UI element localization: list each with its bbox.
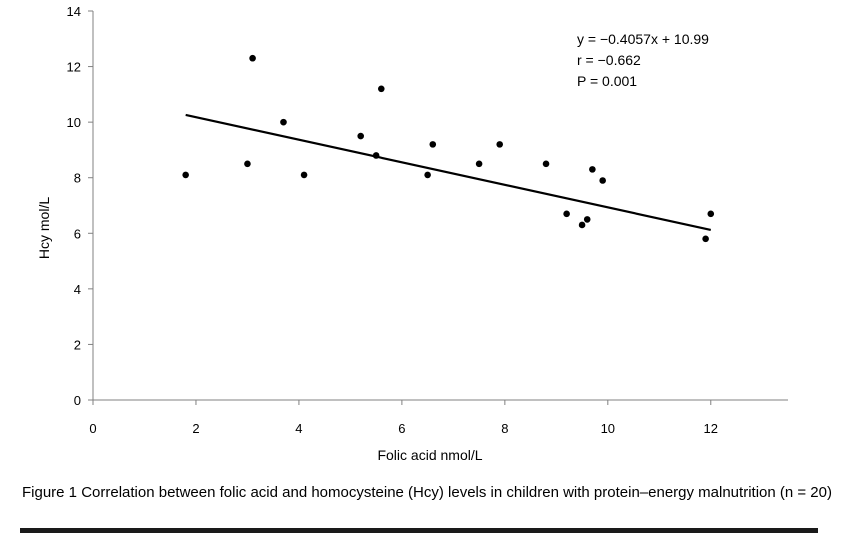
x-axis-label: Folic acid nmol/L — [377, 447, 482, 463]
data-point — [182, 171, 189, 179]
x-tick-label: 6 — [398, 421, 405, 436]
y-axis-label: Hcy mol/L — [36, 197, 52, 259]
figure-caption: Figure 1 Correlation between folic acid … — [22, 484, 832, 501]
annotation-line: r = −0.662 — [577, 52, 641, 68]
data-point — [563, 210, 570, 218]
data-point — [280, 118, 287, 126]
data-point — [589, 166, 596, 173]
y-axis-ticks: 0 2 4 6 8 10 12 14 — [67, 4, 93, 408]
data-point — [300, 171, 308, 179]
annotation-line: P = 0.001 — [577, 73, 637, 89]
y-tick-label: 12 — [67, 60, 81, 75]
x-tick-label: 2 — [192, 421, 199, 436]
data-point — [707, 210, 715, 218]
data-point — [249, 54, 256, 62]
x-tick-label: 0 — [89, 421, 96, 436]
x-tick-label: 10 — [601, 421, 615, 436]
y-tick-label: 4 — [74, 282, 81, 297]
data-point — [429, 141, 437, 148]
data-point — [583, 216, 591, 223]
data-point — [357, 132, 365, 140]
y-tick-label: 2 — [74, 337, 81, 352]
data-point — [475, 160, 483, 168]
data-point — [244, 160, 251, 168]
chart-axes — [92, 11, 788, 401]
data-points — [182, 54, 715, 243]
x-axis-ticks: 0 2 4 6 8 10 12 — [89, 400, 718, 436]
data-point — [424, 171, 431, 179]
data-point — [542, 160, 550, 168]
y-tick-label: 10 — [67, 115, 81, 130]
y-tick-label: 14 — [67, 4, 81, 19]
data-point — [578, 221, 586, 229]
data-point — [599, 177, 606, 184]
x-tick-label: 4 — [295, 421, 302, 436]
bottom-rule — [20, 528, 818, 533]
data-point — [372, 152, 380, 159]
x-tick-label: 12 — [704, 421, 718, 436]
annotation-line: y = −0.4057x + 10.99 — [577, 31, 709, 47]
data-point — [702, 235, 709, 243]
data-point — [377, 85, 385, 93]
y-tick-label: 6 — [74, 226, 81, 241]
data-point — [496, 141, 504, 148]
scatter-chart: 0 2 4 6 8 10 12 14 0 2 4 6 8 10 12 y = −0.4057x + 10.… — [36, 4, 788, 463]
regression-annotation: y = −0.4057x + 10.99 r = −0.662 P = 0.001 — [577, 31, 709, 89]
y-tick-label: 0 — [74, 393, 81, 408]
trendline-group — [185, 113, 712, 231]
trendline — [185, 113, 712, 231]
y-tick-label: 8 — [74, 171, 81, 186]
x-tick-label: 8 — [501, 421, 508, 436]
